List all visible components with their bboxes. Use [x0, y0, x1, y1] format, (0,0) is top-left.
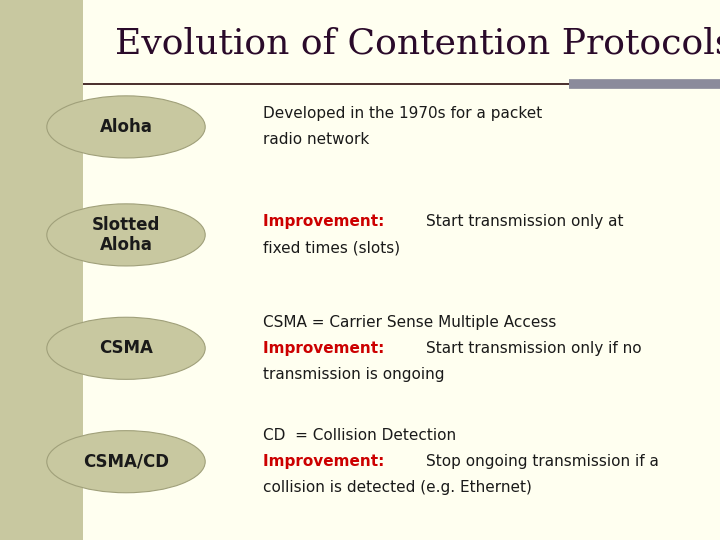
Text: CSMA: CSMA [99, 339, 153, 357]
Text: Start transmission only if no: Start transmission only if no [426, 341, 642, 356]
Text: CSMA = Carrier Sense Multiple Access: CSMA = Carrier Sense Multiple Access [263, 315, 556, 330]
Text: Improvement:: Improvement: [263, 214, 390, 230]
Text: transmission is ongoing: transmission is ongoing [263, 367, 444, 382]
Text: Stop ongoing transmission if a: Stop ongoing transmission if a [426, 454, 659, 469]
Text: collision is detected (e.g. Ethernet): collision is detected (e.g. Ethernet) [263, 480, 531, 495]
Text: Improvement:: Improvement: [263, 454, 390, 469]
Text: Aloha: Aloha [99, 118, 153, 136]
FancyBboxPatch shape [0, 0, 83, 540]
Text: CSMA/CD: CSMA/CD [83, 453, 169, 471]
Text: fixed times (slots): fixed times (slots) [263, 240, 400, 255]
Text: Start transmission only at: Start transmission only at [426, 214, 624, 230]
Text: Evolution of Contention Protocols: Evolution of Contention Protocols [115, 27, 720, 61]
Ellipse shape [47, 431, 205, 492]
Ellipse shape [47, 204, 205, 266]
Ellipse shape [47, 317, 205, 379]
Text: Improvement:: Improvement: [263, 341, 390, 356]
Text: CD  = Collision Detection: CD = Collision Detection [263, 428, 456, 443]
Ellipse shape [47, 96, 205, 158]
Text: Slotted
Aloha: Slotted Aloha [92, 215, 160, 254]
Text: radio network: radio network [263, 132, 369, 147]
Text: Developed in the 1970s for a packet: Developed in the 1970s for a packet [263, 106, 542, 122]
